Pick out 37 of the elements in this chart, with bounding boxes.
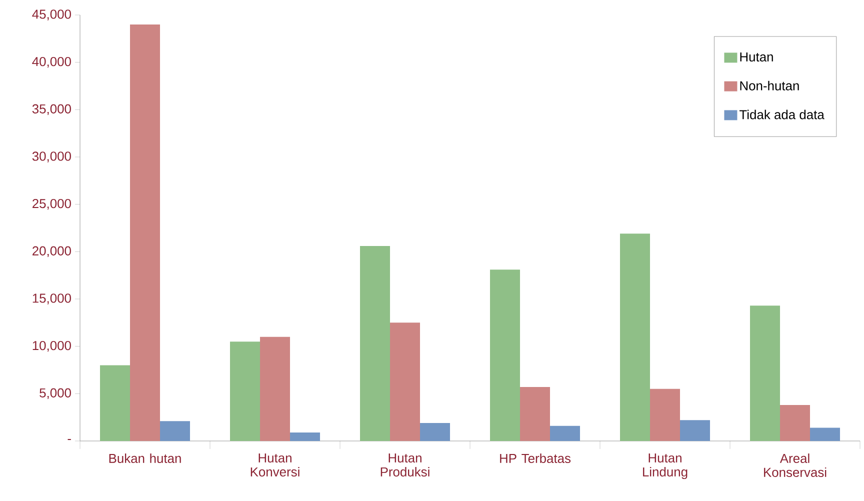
y-tick-label: 5,000 (40, 388, 71, 399)
bar (620, 234, 650, 441)
x-tick-label: Hutan Konversi (250, 454, 300, 476)
bar (490, 270, 520, 441)
bar (130, 24, 160, 441)
bar (780, 405, 810, 441)
y-tick-label: 25,000 (32, 198, 71, 210)
legend-label: Non-hutan (740, 80, 799, 90)
legend-label: Tidak ada data (740, 110, 824, 120)
bar (100, 365, 130, 441)
y-tick-label: 10,000 (32, 340, 71, 352)
x-tick-label: HP Terbatas (500, 454, 571, 464)
bar (680, 420, 710, 441)
y-tick-label: 20,000 (32, 246, 71, 257)
bar (290, 432, 320, 441)
bar (420, 423, 450, 441)
bar (360, 246, 390, 441)
y-tick-label: - (68, 439, 71, 440)
x-tick-label: Hutan Lindung (643, 454, 688, 480)
bar (650, 388, 680, 441)
legend-label: Hutan (740, 52, 773, 62)
bar (550, 426, 580, 441)
bar (390, 322, 420, 441)
bar (750, 306, 780, 441)
x-tick-label: Areal Konservasi (764, 454, 826, 477)
y-tick-label: 15,000 (32, 294, 71, 304)
bar (230, 342, 260, 441)
bar (520, 387, 550, 441)
x-tick-label: Hutan Produksi (380, 454, 430, 476)
y-tick-label: 40,000 (32, 56, 71, 68)
bar (810, 428, 840, 441)
x-tick-label: Bukan hutan (109, 454, 181, 464)
bar (160, 421, 190, 441)
y-tick-label: 45,000 (32, 10, 71, 20)
y-tick-label: 30,000 (32, 152, 71, 162)
y-tick-label: 35,000 (32, 104, 71, 116)
bar (260, 336, 290, 441)
